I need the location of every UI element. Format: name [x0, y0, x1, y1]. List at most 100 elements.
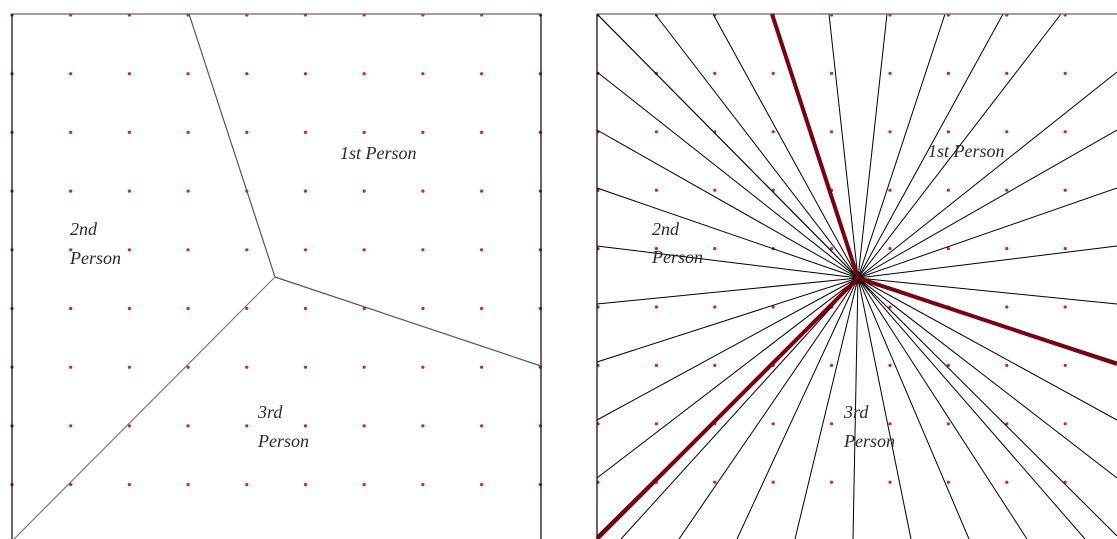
ray	[857, 277, 970, 539]
grid-dot	[713, 480, 717, 484]
grid-dot	[1005, 305, 1009, 309]
grid-dot	[654, 188, 658, 192]
grid-dot	[303, 424, 308, 428]
grid-dot	[303, 365, 308, 369]
ray	[596, 13, 859, 279]
grid-dot	[480, 306, 484, 311]
grid-dot	[245, 483, 249, 487]
grid-dot	[186, 248, 190, 252]
grid-dot	[654, 305, 658, 309]
grid-dot	[946, 363, 950, 367]
grid-dot	[245, 248, 249, 252]
ray	[852, 277, 859, 539]
boundary-2nd-3rd	[13, 276, 276, 539]
grid-dot	[654, 247, 658, 251]
grid-dot	[713, 71, 717, 75]
label-1st-person: 1st Person	[340, 143, 417, 163]
grid-dot	[888, 247, 892, 251]
grid-dot	[186, 483, 190, 487]
ray	[857, 129, 1117, 279]
grid-dot	[654, 363, 658, 367]
grid-dot	[830, 247, 834, 251]
grid-dot	[946, 247, 950, 251]
grid-dot	[69, 72, 73, 76]
grid-dot	[888, 71, 892, 75]
grid-dot	[303, 248, 308, 252]
grid-dot	[303, 72, 308, 76]
grid-dot	[1063, 305, 1067, 309]
grid-dot	[713, 305, 717, 309]
grid-dot	[69, 365, 73, 369]
label-2nd-person: 2nd Person	[651, 219, 703, 267]
grid-dot	[888, 130, 892, 134]
grid-dot	[946, 480, 950, 484]
grid-dot	[480, 365, 484, 369]
ray	[794, 277, 859, 539]
grid-dot	[421, 306, 425, 311]
ray	[620, 277, 859, 539]
grid-dot	[713, 188, 717, 192]
grid-dot	[771, 422, 775, 426]
grid-dot	[480, 72, 484, 76]
grid-dot	[888, 305, 892, 309]
grid-dot	[127, 72, 131, 76]
ray	[857, 13, 888, 279]
partition-svg: 1st Person 2nd Person 3rd Person	[10, 13, 542, 539]
ray	[857, 277, 1028, 539]
grid-dot	[830, 130, 834, 134]
highlight-ray-right	[857, 276, 1117, 366]
grid-dot	[186, 424, 190, 428]
ray	[596, 71, 859, 279]
grid-dot	[1063, 422, 1067, 426]
boundary-1st-2nd	[188, 13, 276, 278]
grid-dot	[480, 424, 484, 428]
grid-dot	[421, 483, 425, 487]
grid-dot	[186, 72, 190, 76]
grid-dot	[186, 365, 190, 369]
grid-dot	[888, 188, 892, 192]
ray	[857, 277, 1117, 305]
grid-dot	[69, 189, 73, 193]
ray	[596, 277, 859, 363]
label-3rd-person: 3rd Person	[257, 402, 309, 451]
label-2nd-person: 2nd Person	[69, 219, 121, 268]
ray	[596, 129, 859, 279]
ray	[828, 13, 859, 279]
grid-dot	[245, 72, 249, 76]
grid-dot	[830, 71, 834, 75]
grid-dot	[69, 130, 73, 134]
grid-dot	[713, 363, 717, 367]
dot-grid	[10, 13, 542, 487]
grid-dot	[654, 130, 658, 134]
highlight-ray-bottom-left	[595, 276, 860, 539]
grid-dot	[480, 248, 484, 252]
grid-dot	[303, 483, 308, 487]
ray	[857, 277, 912, 539]
grid-dot	[421, 72, 425, 76]
ray	[857, 277, 1117, 421]
grid-dot	[1005, 188, 1009, 192]
grid-dot	[362, 248, 366, 252]
grid-dot	[480, 189, 484, 193]
grid-dot	[771, 71, 775, 75]
grid-dot	[362, 483, 366, 487]
grid-dot	[1063, 363, 1067, 367]
grid-dot	[1005, 130, 1009, 134]
ray-fan	[596, 13, 1117, 539]
grid-dot	[713, 247, 717, 251]
ray	[857, 245, 1117, 279]
grid-dot	[1005, 422, 1009, 426]
grid-dot	[186, 306, 190, 311]
grid-dot	[362, 130, 366, 134]
grid-dot	[69, 306, 73, 311]
grid-dot	[421, 365, 425, 369]
grid-dot	[654, 422, 658, 426]
ray	[857, 13, 1004, 279]
ray	[857, 277, 1117, 537]
grid-dot	[69, 483, 73, 487]
ray	[857, 13, 946, 279]
ray	[596, 245, 859, 279]
grid-dot	[1005, 480, 1009, 484]
grid-dot	[362, 365, 366, 369]
grid-dot	[888, 480, 892, 484]
